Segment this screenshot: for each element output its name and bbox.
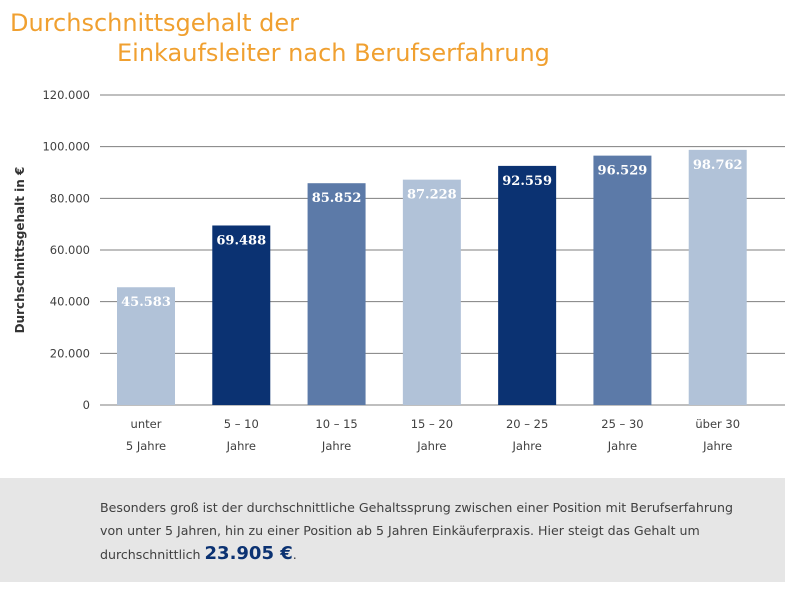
salary-jump-highlight: 23.905 € [204, 543, 293, 564]
data-label: 98.762 [693, 158, 743, 173]
footer-note: Besonders groß ist der durchschnittliche… [0, 478, 785, 582]
footer-text-end: . [292, 547, 297, 562]
chart-title-line-1: Durchschnittsgehalt der [10, 9, 300, 37]
x-tick-label: 15 – 20 [411, 417, 453, 431]
footer-text: Besonders groß ist der durchschnittliche… [100, 496, 740, 566]
bar [402, 179, 461, 405]
footer-text-main: Besonders groß ist der durchschnittliche… [100, 500, 733, 562]
x-tick-label: 20 – 25 [506, 417, 548, 431]
x-tick-label: 5 – 10 [224, 417, 259, 431]
bar [688, 149, 747, 405]
x-tick-label: Jahre [416, 439, 446, 453]
y-tick-label: 80.000 [50, 191, 90, 205]
data-label: 96.529 [598, 164, 648, 179]
y-tick-label: 0 [83, 398, 90, 412]
x-tick-label: 5 Jahre [126, 439, 166, 453]
data-label: 45.583 [121, 295, 171, 310]
y-tick-label: 120.000 [42, 88, 90, 102]
data-label: 69.488 [216, 233, 266, 248]
y-tick-label: 60.000 [50, 243, 90, 257]
y-tick-label: 100.000 [42, 140, 90, 154]
x-tick-label: unter [131, 417, 162, 431]
bar [593, 155, 652, 405]
x-tick-label: Jahre [512, 439, 542, 453]
x-tick-label: 25 – 30 [601, 417, 643, 431]
y-axis-label: Durchschnittsgehalt in € [13, 167, 27, 334]
x-tick-label: 10 – 15 [315, 417, 357, 431]
data-label: 92.559 [502, 174, 552, 189]
x-tick-label: Jahre [226, 439, 256, 453]
bar [212, 225, 271, 405]
x-tick-label: Jahre [607, 439, 637, 453]
bar [307, 183, 366, 405]
y-tick-label: 20.000 [50, 346, 90, 360]
chart-title-line-2: Einkaufsleiter nach Berufserfahrung [117, 39, 550, 67]
y-tick-label: 40.000 [50, 295, 90, 309]
bar [117, 287, 175, 405]
x-tick-label: Jahre [321, 439, 351, 453]
data-label: 85.852 [312, 191, 362, 206]
bar [498, 165, 557, 405]
x-tick-label: über 30 [695, 417, 740, 431]
chart-title: Durchschnittsgehalt der Einkaufsleiter n… [0, 0, 800, 80]
x-tick-label: Jahre [702, 439, 732, 453]
bar-chart: 0 20.000 40.000 60.000 80.000 100.000 120.000 D… [13, 88, 785, 453]
data-label: 87.228 [407, 188, 457, 203]
